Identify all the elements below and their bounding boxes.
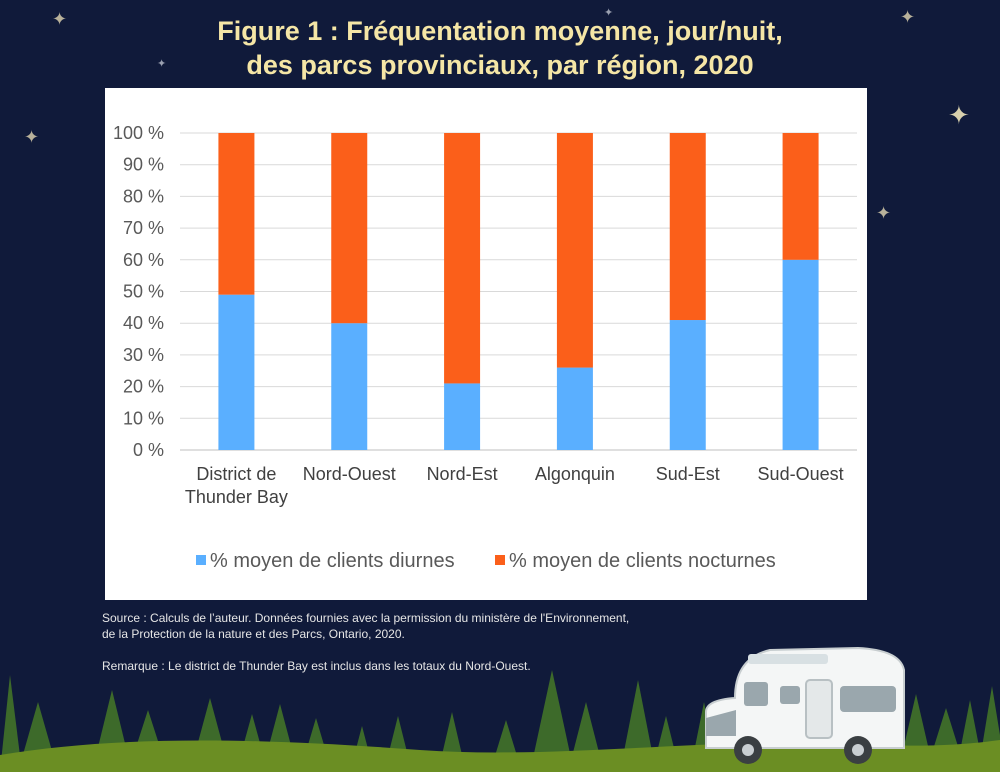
x-tick-label: Nord-Est	[427, 464, 498, 484]
bar-segment-day	[331, 323, 368, 450]
legend-item-night: % moyen de clients nocturnes	[495, 546, 776, 576]
legend-swatch-day	[196, 555, 206, 565]
bar-segment-day	[444, 383, 481, 450]
x-tick-label: Algonquin	[535, 464, 615, 484]
bar-segment-night	[444, 133, 481, 384]
y-tick-label: 80 %	[123, 186, 164, 206]
y-tick-label: 40 %	[123, 313, 164, 333]
chart-legend: % moyen de clients diurnes % moyen de cl…	[0, 546, 1000, 576]
figure-title-line-1: Figure 1 : Fréquentation moyenne, jour/n…	[217, 16, 783, 46]
y-tick-label: 90 %	[123, 155, 164, 175]
y-tick-label: 50 %	[123, 282, 164, 302]
x-tick-label: Sud-Ouest	[758, 464, 844, 484]
star-icon: ✦	[876, 203, 892, 223]
bar-segment-day	[782, 259, 819, 450]
chart-panel: 0 % 10 % 20 % 30 % 40 % 50 % 60 % 70 % 80 % 90 % 1…	[105, 88, 867, 600]
legend-label-day: % moyen de clients diurnes	[210, 550, 455, 572]
bar-segment-day	[218, 294, 255, 450]
x-tick-label: Thunder Bay	[185, 487, 288, 507]
y-tick-label: 100 %	[113, 123, 164, 143]
y-tick-label: 0 %	[133, 440, 164, 460]
star-icon: ✦	[157, 58, 167, 70]
camper-van-icon	[705, 646, 905, 764]
x-tick-label: Sud-Est	[656, 464, 720, 484]
bar-segment-night	[556, 133, 593, 368]
forest-scene	[0, 646, 1000, 772]
star-icon: ✦	[604, 7, 614, 19]
bar-segment-day	[556, 367, 593, 450]
stacked-bar-chart: 0 % 10 % 20 % 30 % 40 % 50 % 60 % 70 % 80 % 90 % 1…	[113, 123, 857, 507]
legend-item-day: % moyen de clients diurnes	[196, 546, 455, 576]
bar-segment-night	[669, 133, 706, 321]
y-tick-label: 70 %	[123, 218, 164, 238]
bar-segment-day	[669, 320, 706, 450]
y-tick-label: 20 %	[123, 377, 164, 397]
figure-title-line-2: des parcs provinciaux, par région, 2020	[246, 50, 754, 80]
remark-note: Remarque : Le district de Thunder Bay es…	[102, 659, 531, 673]
bar-segment-night	[218, 133, 255, 295]
x-tick-label: District de	[196, 464, 276, 484]
legend-label-night: % moyen de clients nocturnes	[509, 550, 776, 572]
x-tick-label: Nord-Ouest	[303, 464, 396, 484]
bar-segment-night	[331, 133, 368, 324]
source-note-line-2: de la Protection de la nature et des Par…	[102, 627, 405, 641]
figure-notes: Source : Calculs de l’auteur. Données fo…	[102, 610, 802, 674]
star-icon: ✦	[24, 127, 40, 147]
figure-title: Figure 1 : Fréquentation moyenne, jour/n…	[0, 14, 1000, 82]
source-note-line-1: Source : Calculs de l’auteur. Données fo…	[102, 611, 630, 625]
y-tick-label: 30 %	[123, 345, 164, 365]
y-tick-label: 10 %	[123, 408, 164, 428]
star-icon: ✦	[52, 9, 68, 29]
star-icon: ✦	[900, 7, 916, 27]
y-tick-label: 60 %	[123, 250, 164, 270]
legend-swatch-night	[495, 555, 505, 565]
star-icon: ✦	[948, 100, 970, 130]
bar-segment-night	[782, 133, 819, 260]
